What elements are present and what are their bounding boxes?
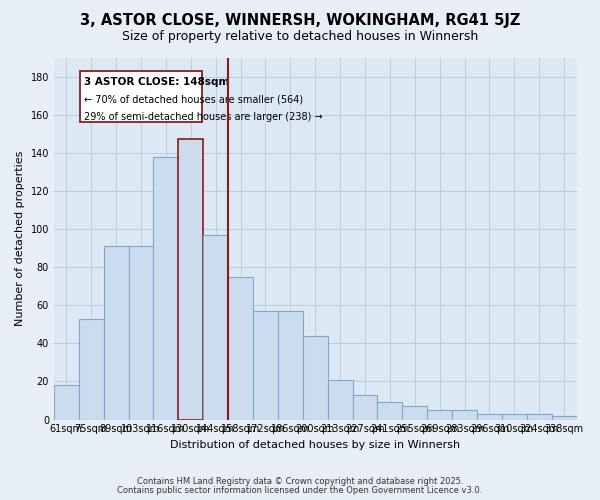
Text: Contains public sector information licensed under the Open Government Licence v3: Contains public sector information licen… bbox=[118, 486, 482, 495]
Text: 3, ASTOR CLOSE, WINNERSH, WOKINGHAM, RG41 5JZ: 3, ASTOR CLOSE, WINNERSH, WOKINGHAM, RG4… bbox=[80, 12, 520, 28]
Bar bbox=[377, 402, 403, 419]
Bar bbox=[527, 414, 551, 420]
Bar bbox=[452, 410, 477, 420]
Bar bbox=[278, 311, 303, 420]
Text: Size of property relative to detached houses in Winnersh: Size of property relative to detached ho… bbox=[122, 30, 478, 43]
Bar bbox=[203, 234, 228, 420]
Bar bbox=[551, 416, 577, 420]
Bar bbox=[303, 336, 328, 419]
Bar bbox=[228, 276, 253, 420]
Bar bbox=[328, 380, 353, 420]
Text: Contains HM Land Registry data © Crown copyright and database right 2025.: Contains HM Land Registry data © Crown c… bbox=[137, 477, 463, 486]
Bar bbox=[427, 410, 452, 420]
Bar bbox=[403, 406, 427, 419]
Bar bbox=[79, 318, 104, 420]
Bar bbox=[154, 156, 178, 420]
Bar bbox=[178, 140, 203, 419]
Bar bbox=[128, 246, 154, 420]
Text: 3 ASTOR CLOSE: 148sqm: 3 ASTOR CLOSE: 148sqm bbox=[84, 78, 229, 88]
Text: 29% of semi-detached houses are larger (238) →: 29% of semi-detached houses are larger (… bbox=[84, 112, 322, 122]
X-axis label: Distribution of detached houses by size in Winnersh: Distribution of detached houses by size … bbox=[170, 440, 460, 450]
Bar bbox=[54, 386, 79, 420]
Bar bbox=[477, 414, 502, 420]
Bar bbox=[502, 414, 527, 420]
FancyBboxPatch shape bbox=[80, 71, 202, 122]
Bar bbox=[104, 246, 128, 420]
Bar bbox=[253, 311, 278, 420]
Y-axis label: Number of detached properties: Number of detached properties bbox=[15, 151, 25, 326]
Bar bbox=[353, 395, 377, 419]
Text: ← 70% of detached houses are smaller (564): ← 70% of detached houses are smaller (56… bbox=[84, 94, 303, 104]
